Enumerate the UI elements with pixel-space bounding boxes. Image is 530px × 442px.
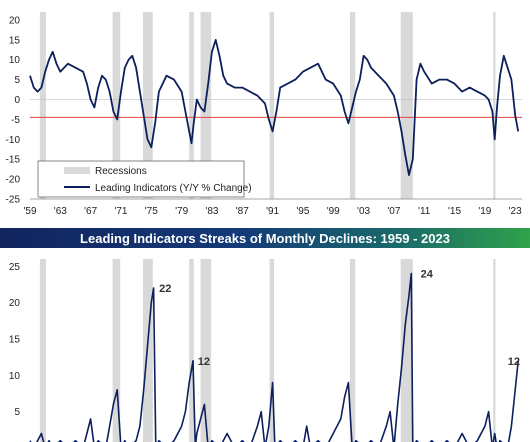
legend-leading-indicators: Leading Indicators (Y/Y % Change) (95, 183, 252, 194)
y-tick-label: 15 (9, 334, 21, 345)
banner-title: Leading Indicators Streaks of Monthly De… (80, 230, 450, 246)
recession-band-3 (189, 259, 194, 442)
recession-band-5 (269, 259, 275, 442)
streak-annotations: 22 12 24 12 (159, 269, 520, 368)
x-axis-ticks: '59 '63 '67 '71 '75 '79 '83 '87 '91 '95 '99 '03 '07 '… (23, 206, 522, 217)
y-tick-label: -5 (11, 115, 20, 126)
y-tick-label: 5 (14, 407, 20, 418)
y-tick-label: 20 (9, 15, 21, 26)
recession-band-0 (39, 12, 46, 199)
recession-band-7 (400, 259, 413, 442)
top-chart: 20 15 10 5 0 -5 -10 -15 -20 -25 '59 '63 '67 '71 '75 '7… (6, 12, 522, 217)
y-tick-label: -20 (6, 175, 21, 186)
y-tick-label: 15 (9, 35, 21, 46)
x-tick-label: '03 (357, 206, 370, 217)
x-tick-label: '83 (205, 206, 218, 217)
x-tick-label: '59 (23, 206, 36, 217)
x-tick-label: '95 (296, 206, 309, 217)
x-tick-label: '63 (54, 206, 67, 217)
x-tick-label: '19 (478, 206, 491, 217)
legend: Recessions Leading Indicators (Y/Y % Cha… (37, 160, 252, 198)
x-tick-label: '79 (175, 206, 188, 217)
x-tick-label: '07 (387, 206, 400, 217)
annotation-1: 12 (198, 356, 210, 368)
recession-band-8 (493, 259, 496, 442)
x-tick-label: '15 (448, 206, 461, 217)
x-tick-label: '91 (266, 206, 279, 217)
y-tick-label: 10 (9, 55, 21, 66)
y-tick-label: 0 (14, 95, 20, 106)
recession-band-4 (200, 259, 212, 442)
annotation-3: 12 (508, 356, 520, 368)
x-tick-label: '11 (418, 206, 431, 217)
y-axis-ticks: 25 20 15 10 5 (9, 262, 21, 418)
y-tick-label: -15 (6, 155, 21, 166)
recession-band-7 (400, 12, 413, 199)
y-tick-label: 25 (9, 262, 21, 273)
x-tick-label: '67 (84, 206, 97, 217)
recession-band-5 (269, 12, 275, 199)
recession-band-2 (142, 12, 153, 199)
recession-band-1 (112, 12, 121, 199)
y-tick-label: -10 (6, 135, 21, 146)
annotation-0: 22 (159, 283, 171, 295)
recession-bands (39, 259, 496, 442)
y-axis-ticks: 20 15 10 5 0 -5 -10 -15 -20 -25 (6, 15, 21, 205)
bottom-chart: 25 20 15 10 5 22 12 24 12 (9, 259, 520, 442)
x-tick-label: '99 (327, 206, 340, 217)
recession-band-0 (39, 259, 46, 442)
x-tick-label: '23 (509, 206, 522, 217)
chart-banner: Leading Indicators Streaks of Monthly De… (0, 228, 530, 248)
recession-band-1 (112, 259, 121, 442)
y-tick-label: 10 (9, 371, 21, 382)
legend-recession-swatch (64, 167, 90, 174)
y-tick-label: 20 (9, 298, 21, 309)
recession-band-6 (349, 259, 356, 442)
x-tick-label: '75 (145, 206, 158, 217)
y-tick-label: -25 (6, 195, 21, 206)
legend-recessions: Recessions (95, 166, 147, 177)
recession-band-8 (493, 12, 496, 199)
leading-indicators-line (29, 39, 520, 176)
y-tick-label: 5 (14, 75, 20, 86)
recession-band-3 (189, 12, 194, 199)
x-tick-label: '71 (114, 206, 127, 217)
annotation-2: 24 (421, 269, 434, 281)
x-tick-label: '87 (236, 206, 249, 217)
